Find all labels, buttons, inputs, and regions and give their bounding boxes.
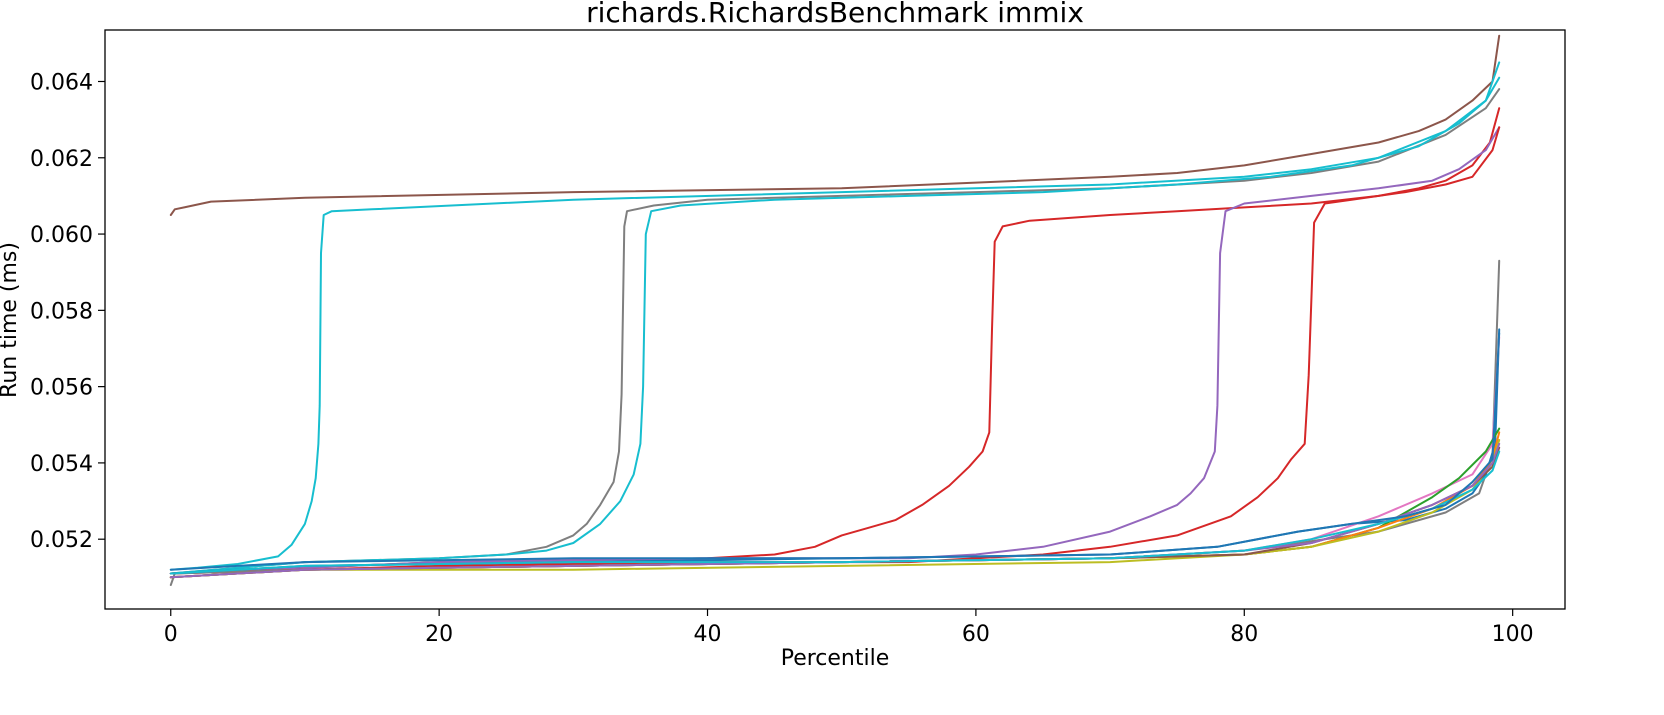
series-line-9 <box>169 328 1501 575</box>
series-line-3 <box>169 88 1501 575</box>
y-axis-label: Run time (ms) <box>0 242 22 398</box>
series-line-11 <box>169 427 1501 579</box>
x-tick-label: 0 <box>164 622 178 647</box>
series-line-2 <box>169 61 1501 571</box>
y-tick-label: 0.064 <box>30 70 93 95</box>
y-tick-label: 0.056 <box>30 376 93 401</box>
series-line-4 <box>169 76 1501 575</box>
series-line-5 <box>169 107 1501 575</box>
y-tick-label: 0.058 <box>30 299 93 324</box>
x-tick-label: 60 <box>962 622 990 647</box>
y-tick-label: 0.060 <box>30 223 93 248</box>
y-tick-label: 0.052 <box>30 528 93 553</box>
series-line-6 <box>169 126 1501 575</box>
series-line-7 <box>169 126 1501 575</box>
series-line-15 <box>169 442 1501 579</box>
series-line-13 <box>169 439 1501 579</box>
chart-title: richards.RichardsBenchmark immix <box>586 0 1084 29</box>
series-line-1 <box>169 34 1501 216</box>
x-axis-label: Percentile <box>781 646 890 671</box>
series-line-8 <box>169 259 1501 586</box>
y-tick-label: 0.054 <box>30 452 93 477</box>
x-axis: 0 20 40 60 80 100 <box>164 609 1534 647</box>
plot-area <box>169 34 1501 586</box>
series-line-17 <box>169 332 1501 571</box>
series-line-12 <box>169 431 1501 579</box>
x-tick-label: 100 <box>1492 622 1534 647</box>
x-tick-label: 40 <box>694 622 722 647</box>
x-tick-label: 20 <box>425 622 453 647</box>
x-tick-label: 80 <box>1230 622 1258 647</box>
y-tick-label: 0.062 <box>30 147 93 172</box>
y-axis: 0.052 0.054 0.056 0.058 0.060 0.062 0.064 <box>30 70 105 553</box>
plot-frame <box>104 29 1566 610</box>
series-line-16 <box>169 450 1501 575</box>
